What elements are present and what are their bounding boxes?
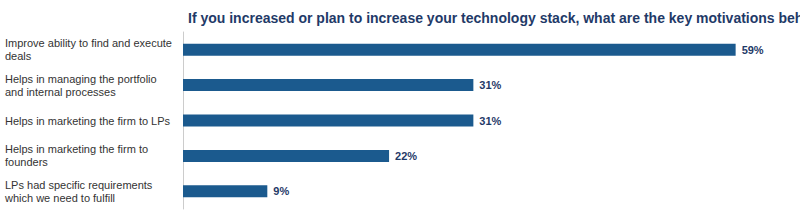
svg-text:Helps in marketing the firm to: Helps in marketing the firm to bbox=[5, 143, 151, 155]
svg-text:Helps in managing the portfoli: Helps in managing the portfolio bbox=[5, 73, 160, 85]
svg-text:founders: founders bbox=[5, 156, 48, 168]
svg-text:Helps in marketing the firm to: Helps in marketing the firm to LPs bbox=[5, 115, 171, 127]
svg-text:9%: 9% bbox=[273, 185, 289, 197]
svg-text:which we need to fulfill: which we need to fulfill bbox=[4, 192, 115, 204]
svg-text:22%: 22% bbox=[395, 150, 417, 162]
svg-text:LPs had specific requirements: LPs had specific requirements bbox=[5, 179, 155, 191]
svg-text:If you increased or plan to in: If you increased or plan to increase you… bbox=[188, 10, 800, 26]
svg-text:31%: 31% bbox=[479, 115, 501, 127]
svg-text:Improve ability to find and ex: Improve ability to find and execute bbox=[5, 37, 175, 49]
svg-text:59%: 59% bbox=[742, 44, 764, 56]
svg-text:and internal processes: and internal processes bbox=[5, 86, 116, 98]
svg-text:31%: 31% bbox=[479, 79, 501, 91]
svg-text:deals: deals bbox=[5, 50, 32, 62]
